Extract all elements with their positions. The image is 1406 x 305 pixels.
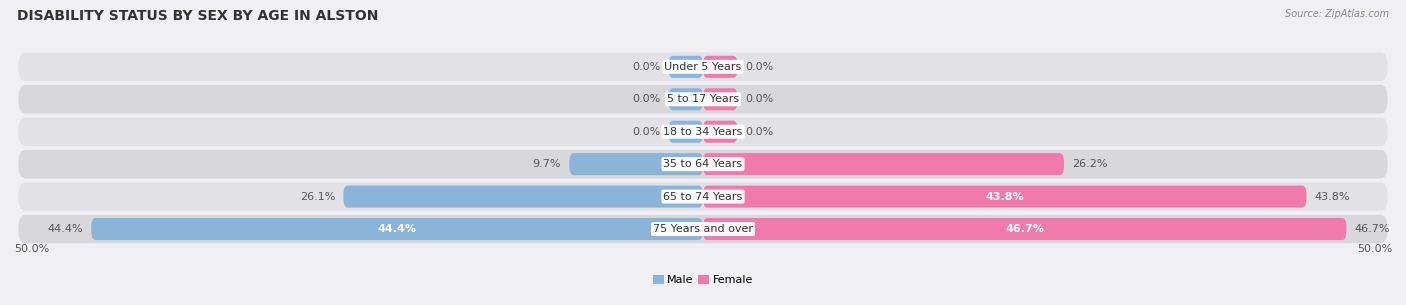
FancyBboxPatch shape [669,56,703,78]
FancyBboxPatch shape [703,56,738,78]
Text: 46.7%: 46.7% [1005,224,1045,234]
FancyBboxPatch shape [18,215,1388,243]
FancyBboxPatch shape [18,52,1388,81]
Text: 0.0%: 0.0% [745,62,773,72]
Text: 46.7%: 46.7% [1355,224,1391,234]
FancyBboxPatch shape [18,117,1388,146]
Text: 26.1%: 26.1% [299,192,335,202]
FancyBboxPatch shape [669,121,703,143]
Text: 9.7%: 9.7% [533,159,561,169]
FancyBboxPatch shape [343,185,703,208]
Text: 65 to 74 Years: 65 to 74 Years [664,192,742,202]
FancyBboxPatch shape [18,85,1388,113]
Text: 0.0%: 0.0% [745,127,773,137]
Text: 0.0%: 0.0% [633,94,661,104]
Text: 43.8%: 43.8% [986,192,1024,202]
FancyBboxPatch shape [703,88,738,110]
Text: 50.0%: 50.0% [1357,244,1392,254]
Text: 0.0%: 0.0% [745,94,773,104]
Text: DISABILITY STATUS BY SEX BY AGE IN ALSTON: DISABILITY STATUS BY SEX BY AGE IN ALSTO… [17,9,378,23]
Text: 5 to 17 Years: 5 to 17 Years [666,94,740,104]
Legend: Male, Female: Male, Female [648,270,758,289]
Text: 44.4%: 44.4% [378,224,416,234]
Text: 0.0%: 0.0% [633,62,661,72]
Text: 43.8%: 43.8% [1315,192,1350,202]
Text: 75 Years and over: 75 Years and over [652,224,754,234]
FancyBboxPatch shape [18,150,1388,178]
Text: 18 to 34 Years: 18 to 34 Years [664,127,742,137]
Text: 0.0%: 0.0% [633,127,661,137]
FancyBboxPatch shape [669,88,703,110]
FancyBboxPatch shape [703,121,738,143]
FancyBboxPatch shape [703,153,1064,175]
Text: 50.0%: 50.0% [14,244,49,254]
Text: 35 to 64 Years: 35 to 64 Years [664,159,742,169]
Text: 26.2%: 26.2% [1073,159,1108,169]
FancyBboxPatch shape [703,218,1347,240]
FancyBboxPatch shape [91,218,703,240]
Text: Under 5 Years: Under 5 Years [665,62,741,72]
Text: Source: ZipAtlas.com: Source: ZipAtlas.com [1285,9,1389,19]
FancyBboxPatch shape [569,153,703,175]
FancyBboxPatch shape [18,182,1388,211]
Text: 44.4%: 44.4% [48,224,83,234]
FancyBboxPatch shape [703,185,1306,208]
